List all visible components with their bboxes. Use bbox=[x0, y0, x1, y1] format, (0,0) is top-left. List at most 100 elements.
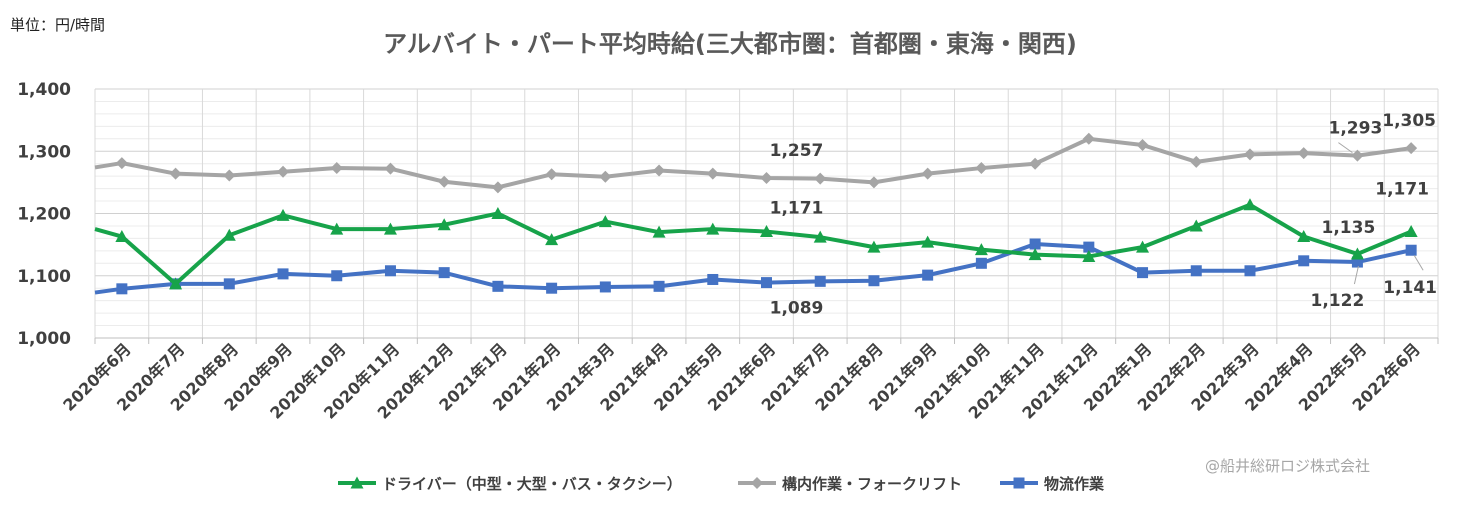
legend-label: ドライバー（中型・大型・バス・タクシー） bbox=[382, 475, 682, 493]
data-point-marker bbox=[761, 277, 772, 289]
legend-item-1: 構内作業・フォークリフト bbox=[738, 475, 962, 493]
label-leader-line bbox=[1338, 142, 1353, 154]
data-point-marker bbox=[491, 181, 504, 194]
label-leader-line bbox=[1413, 254, 1424, 271]
series-line bbox=[94, 242, 1412, 295]
data-point-marker bbox=[169, 277, 183, 290]
data-point-marker bbox=[1244, 265, 1256, 277]
data-point-marker bbox=[383, 222, 397, 235]
series bbox=[94, 132, 1418, 295]
data-point-marker bbox=[384, 162, 397, 175]
data-point-marker bbox=[1136, 240, 1150, 253]
data-point-marker bbox=[867, 240, 881, 253]
series-line bbox=[94, 202, 1412, 286]
data-point-marker bbox=[1082, 132, 1095, 145]
data-point-marker bbox=[1351, 149, 1364, 162]
data-label: 1,305 bbox=[1382, 111, 1436, 131]
series-0 bbox=[94, 198, 1418, 290]
data-point-marker bbox=[545, 168, 558, 181]
data-point-marker bbox=[814, 275, 826, 287]
data-point-marker bbox=[922, 269, 934, 281]
data-point-marker bbox=[222, 228, 236, 241]
data-point-marker bbox=[438, 267, 450, 279]
data-label: 1,089 bbox=[770, 299, 824, 319]
data-point-marker bbox=[1013, 477, 1025, 489]
y-tick-label: 1,400 bbox=[17, 80, 71, 100]
data-point-marker bbox=[921, 235, 935, 248]
data-point-marker bbox=[223, 169, 236, 182]
data-point-marker bbox=[1082, 249, 1096, 262]
data-point-marker bbox=[813, 230, 827, 243]
data-point-marker bbox=[491, 207, 505, 219]
data-labels: 1,257 1,171 1,089 1,293 1,305 1,135 1,171 1,122… bbox=[770, 111, 1437, 318]
series-1 bbox=[94, 132, 1418, 194]
data-point-marker bbox=[330, 162, 343, 175]
credit-text: @船井総研ロジ株式会社 bbox=[1205, 457, 1371, 475]
data-point-marker bbox=[1404, 225, 1418, 238]
data-point-marker bbox=[814, 172, 827, 185]
data-label: 1,122 bbox=[1311, 291, 1365, 311]
data-point-marker bbox=[707, 273, 719, 285]
data-point-marker bbox=[653, 164, 666, 177]
data-point-marker bbox=[1137, 267, 1149, 279]
data-point-marker bbox=[599, 281, 611, 293]
data-point-marker bbox=[1243, 198, 1257, 211]
legend: ドライバー（中型・大型・バス・タクシー） 構内作業・フォークリフト 物流作業 bbox=[338, 475, 1105, 493]
data-point-marker bbox=[1029, 157, 1042, 170]
data-point-marker bbox=[169, 167, 182, 180]
legend-item-2: 物流作業 bbox=[1000, 475, 1105, 493]
data-point-marker bbox=[751, 477, 763, 489]
data-point-marker bbox=[653, 280, 665, 292]
data-point-marker bbox=[974, 243, 988, 256]
y-tick-label: 1,000 bbox=[17, 329, 71, 349]
series-2 bbox=[94, 238, 1417, 295]
data-point-marker bbox=[546, 282, 558, 294]
data-label: 1,257 bbox=[770, 141, 824, 161]
data-point-marker bbox=[223, 278, 235, 290]
legend-item-0: ドライバー（中型・大型・バス・タクシー） bbox=[338, 475, 682, 493]
chart-title: アルバイト・パート平均時給(三大都市圏：首都圏・東海・関西) bbox=[383, 30, 1077, 58]
data-point-marker bbox=[598, 215, 612, 228]
data-point-marker bbox=[277, 165, 290, 178]
data-point-marker bbox=[1297, 147, 1310, 160]
legend-label: 構内作業・フォークリフト bbox=[782, 475, 962, 493]
data-point-marker bbox=[1243, 148, 1256, 161]
data-label: 1,171 bbox=[770, 199, 824, 219]
data-point-marker bbox=[975, 162, 988, 175]
data-point-marker bbox=[867, 176, 880, 189]
data-point-marker bbox=[115, 157, 128, 170]
data-point-marker bbox=[277, 268, 289, 280]
data-label: 1,171 bbox=[1375, 180, 1429, 200]
data-point-marker bbox=[1405, 244, 1417, 256]
data-point-marker bbox=[330, 222, 344, 235]
series-line bbox=[94, 136, 1412, 190]
data-label: 1,293 bbox=[1329, 119, 1383, 139]
legend-label: 物流作業 bbox=[1044, 475, 1105, 493]
data-point-marker bbox=[599, 170, 612, 183]
data-label: 1,141 bbox=[1383, 278, 1437, 298]
data-point-marker bbox=[1028, 248, 1042, 261]
unit-label: 単位：円/時間 bbox=[10, 16, 106, 34]
data-point-marker bbox=[492, 280, 504, 292]
data-point-marker bbox=[1190, 265, 1202, 277]
y-tick-label: 1,200 bbox=[17, 205, 71, 225]
data-point-marker bbox=[116, 283, 128, 295]
data-point-marker bbox=[1083, 241, 1095, 253]
gridlines bbox=[94, 88, 1439, 339]
data-point-marker bbox=[438, 175, 451, 188]
data-point-marker bbox=[331, 270, 343, 282]
data-point-marker bbox=[975, 257, 987, 269]
data-point-marker bbox=[115, 230, 129, 243]
data-point-marker bbox=[384, 265, 396, 277]
data-point-marker bbox=[1297, 230, 1311, 243]
data-point-marker bbox=[760, 172, 773, 185]
data-point-marker bbox=[652, 225, 666, 238]
data-point-marker bbox=[1189, 219, 1203, 232]
y-tick-label: 1,300 bbox=[17, 142, 71, 162]
data-label: 1,135 bbox=[1322, 218, 1376, 238]
data-point-marker bbox=[545, 233, 559, 246]
data-point-marker bbox=[1298, 255, 1310, 267]
data-point-marker bbox=[1136, 139, 1149, 152]
data-point-marker bbox=[1405, 142, 1418, 155]
